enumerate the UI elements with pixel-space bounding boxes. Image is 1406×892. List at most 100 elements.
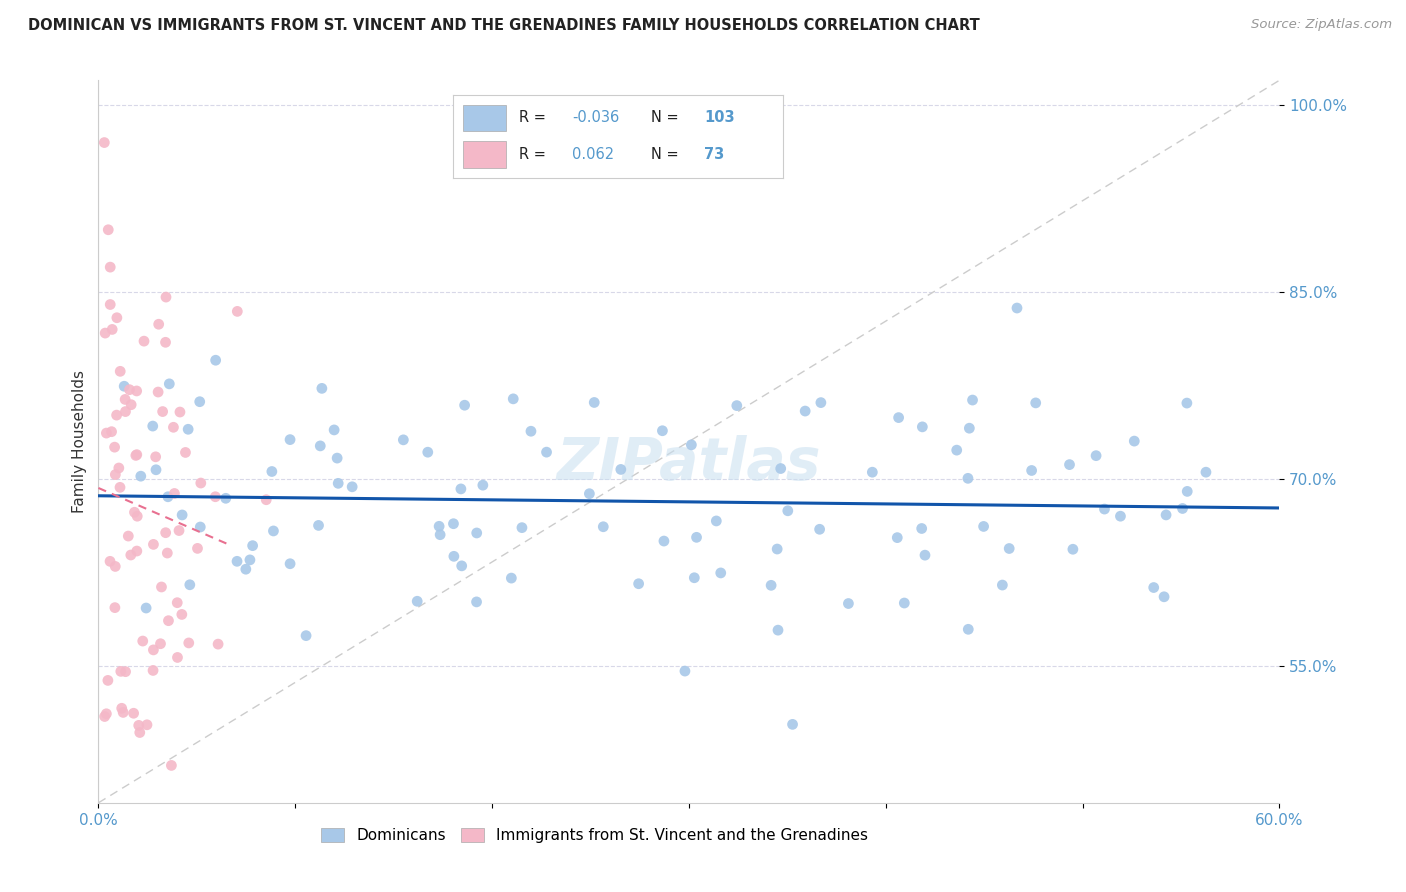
Point	[886, 531, 908, 545]
Point	[155, 525, 177, 540]
Point	[166, 596, 188, 610]
Point	[124, 505, 146, 519]
Point	[149, 637, 172, 651]
Point	[129, 469, 152, 483]
Point	[295, 629, 318, 643]
Point	[204, 490, 226, 504]
Point	[188, 520, 211, 534]
Point	[453, 398, 475, 412]
Point	[673, 664, 696, 678]
Point	[98, 297, 121, 311]
Point	[911, 420, 934, 434]
Point	[1154, 508, 1177, 522]
Point	[98, 260, 121, 274]
Point	[810, 395, 832, 409]
Point	[190, 476, 212, 491]
Point	[105, 310, 128, 325]
Text: ZIPatlas: ZIPatlas	[557, 434, 821, 491]
Point	[110, 665, 132, 679]
Legend: Dominicans, Immigrants from St. Vincent and the Grenadines: Dominicans, Immigrants from St. Vincent …	[315, 822, 875, 849]
Point	[239, 553, 262, 567]
Point	[125, 448, 148, 462]
Point	[766, 542, 789, 557]
Point	[392, 433, 415, 447]
Point	[166, 650, 188, 665]
Point	[215, 491, 238, 506]
Point	[128, 718, 150, 732]
Point	[683, 571, 706, 585]
Point	[157, 376, 180, 391]
Point	[96, 706, 118, 721]
Point	[142, 537, 165, 551]
Point	[156, 546, 179, 560]
Point	[309, 439, 332, 453]
Point	[98, 554, 121, 568]
Point	[111, 701, 134, 715]
Point	[186, 541, 208, 556]
Point	[117, 529, 139, 543]
Point	[114, 665, 136, 679]
Point	[1094, 502, 1116, 516]
Point	[406, 594, 429, 608]
Point	[146, 385, 169, 400]
Point	[174, 445, 197, 459]
Point	[254, 492, 277, 507]
Point	[125, 384, 148, 398]
Point	[204, 353, 226, 368]
Point	[769, 461, 792, 475]
Point	[887, 410, 910, 425]
Point	[1085, 449, 1108, 463]
Point	[262, 524, 284, 538]
Point	[685, 530, 707, 544]
Point	[167, 524, 190, 538]
Point	[794, 404, 817, 418]
Point	[652, 534, 675, 549]
Point	[1123, 434, 1146, 449]
Point	[326, 451, 349, 466]
Point	[340, 480, 363, 494]
Text: DOMINICAN VS IMMIGRANTS FROM ST. VINCENT AND THE GRENADINES FAMILY HOUSEHOLDS CO: DOMINICAN VS IMMIGRANTS FROM ST. VINCENT…	[28, 18, 980, 33]
Point	[104, 600, 127, 615]
Point	[766, 623, 789, 637]
Point	[108, 480, 131, 494]
Point	[443, 516, 465, 531]
Point	[1025, 396, 1047, 410]
Point	[429, 527, 451, 541]
Point	[536, 445, 558, 459]
Y-axis label: Family Households: Family Households	[72, 370, 87, 513]
Point	[207, 637, 229, 651]
Point	[1175, 396, 1198, 410]
Point	[127, 509, 149, 524]
Point	[323, 423, 346, 437]
Point	[893, 596, 915, 610]
Point	[911, 521, 934, 535]
Point	[226, 554, 249, 568]
Point	[104, 559, 127, 574]
Point	[610, 462, 633, 476]
Point	[1153, 590, 1175, 604]
Point	[105, 408, 128, 422]
Point	[1005, 301, 1028, 315]
Point	[759, 578, 782, 592]
Point	[592, 520, 614, 534]
Point	[328, 476, 350, 491]
Point	[260, 465, 283, 479]
Point	[97, 673, 120, 688]
Point	[155, 290, 177, 304]
Point	[128, 725, 150, 739]
Point	[132, 334, 155, 348]
Point	[510, 521, 533, 535]
Point	[142, 643, 165, 657]
Point	[226, 304, 249, 318]
Point	[1062, 542, 1084, 557]
Point	[100, 425, 122, 439]
Point	[502, 392, 524, 406]
Point	[450, 482, 472, 496]
Point	[956, 471, 979, 485]
Point	[142, 664, 165, 678]
Point	[465, 526, 488, 541]
Point	[998, 541, 1021, 556]
Point	[135, 601, 157, 615]
Point	[188, 394, 211, 409]
Point	[957, 623, 980, 637]
